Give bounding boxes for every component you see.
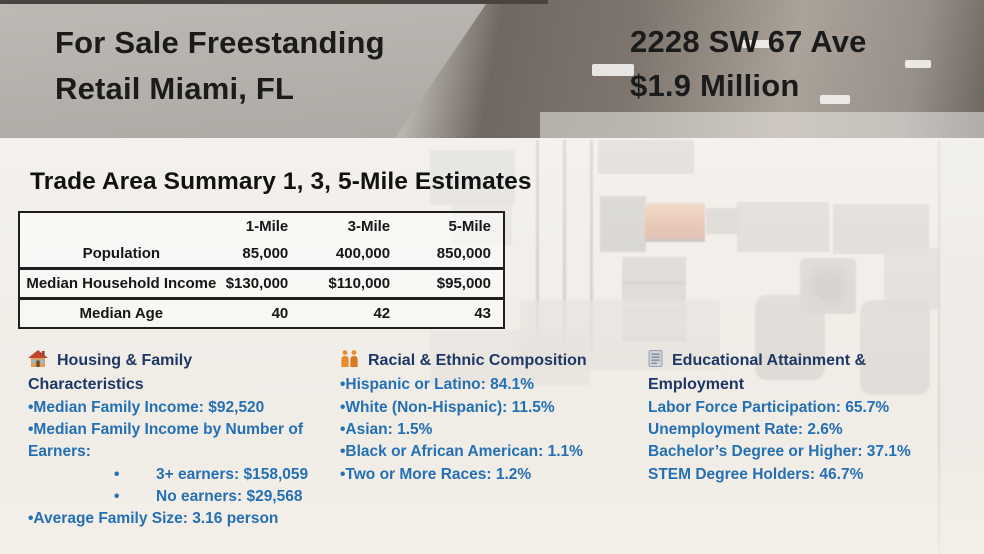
list-item: •Average Family Size: 3.16 person xyxy=(28,510,279,528)
list-item: •Hispanic or Latino: 84.1% xyxy=(340,376,535,394)
education-section: Educational Attainment & Employment Labo… xyxy=(648,350,944,486)
house-icon xyxy=(28,350,48,374)
table-cell: 400,000 xyxy=(300,240,403,269)
table-cell: Population xyxy=(19,240,223,269)
list-item: •Two or More Races: 1.2% xyxy=(340,465,532,483)
photo-shape xyxy=(0,0,548,4)
list-item: •Median Family Income: $92,520 xyxy=(28,398,265,416)
ceiling-light xyxy=(820,95,850,104)
table-header-cell xyxy=(19,212,223,240)
table-cell: $130,000 xyxy=(222,268,301,299)
listing-address: 2228 SW 67 Ave xyxy=(630,24,867,59)
ceiling-light xyxy=(742,40,770,48)
table-header-cell: 5-Mile xyxy=(402,212,504,240)
listing-price: $1.9 Million xyxy=(630,68,800,103)
list-item: STEM Degree Holders: 46.7% xyxy=(648,465,864,483)
listing-title-line2: Retail Miami, FL xyxy=(55,71,295,106)
racial-section-title: Racial & Ethnic Composition xyxy=(340,350,640,374)
list-item: •Median Family Income by Number of Earne… xyxy=(28,421,304,461)
people-icon xyxy=(340,350,359,374)
racial-section: Racial & Ethnic Composition •Hispanic or… xyxy=(340,350,640,486)
listing-title-line1: For Sale Freestanding xyxy=(55,25,385,60)
ceiling-light xyxy=(592,64,634,76)
housing-section: Housing & Family Characteristics •Median… xyxy=(28,350,334,531)
document-icon xyxy=(648,350,663,374)
table-cell: 40 xyxy=(222,298,301,328)
education-section-title-text: Educational Attainment & Employment xyxy=(648,352,867,394)
education-section-title: Educational Attainment & Employment xyxy=(648,350,918,397)
table-row: Median Household Income $130,000 $110,00… xyxy=(19,268,504,299)
list-item: 3+ earners: $158,059 xyxy=(28,464,334,486)
list-item: •White (Non-Hispanic): 11.5% xyxy=(340,398,555,416)
table-cell: 85,000 xyxy=(222,240,301,269)
table-header-cell: 3-Mile xyxy=(300,212,403,240)
table-cell: $95,000 xyxy=(402,268,504,299)
table-header-cell: 1-Mile xyxy=(222,212,301,240)
header-banner xyxy=(0,0,489,138)
racial-section-title-text: Racial & Ethnic Composition xyxy=(368,352,587,369)
listing-title: For Sale Freestanding Retail Miami, FL xyxy=(55,20,385,112)
list-item: No earners: $29,568 xyxy=(28,486,334,508)
table-header-row: 1-Mile 3-Mile 5-Mile xyxy=(19,212,504,240)
table-cell: 850,000 xyxy=(402,240,504,269)
ceiling-light xyxy=(905,60,931,68)
page-title: Trade Area Summary 1, 3, 5-Mile Estimate… xyxy=(30,168,532,195)
list-item: Unemployment Rate: 2.6% xyxy=(648,421,843,439)
list-item: Labor Force Participation: 65.7% xyxy=(648,398,890,416)
table-cell: Median Household Income xyxy=(19,268,223,299)
housing-section-title-text: Housing & Family Characteristics xyxy=(28,352,193,394)
table-row: Population 85,000 400,000 850,000 xyxy=(19,240,504,269)
housing-section-title: Housing & Family Characteristics xyxy=(28,350,288,397)
photo-shape xyxy=(540,112,984,138)
list-item: •Black or African American: 1.1% xyxy=(340,443,583,461)
table-row: Median Age 40 42 43 xyxy=(19,298,504,328)
listing-address-price: 2228 SW 67 Ave $1.9 Million xyxy=(630,20,867,108)
trade-area-table: 1-Mile 3-Mile 5-Mile Population 85,000 4… xyxy=(18,211,505,329)
list-item: Bachelor’s Degree or Higher: 37.1% xyxy=(648,443,911,461)
table-cell: $110,000 xyxy=(300,268,403,299)
table-cell: Median Age xyxy=(19,298,223,328)
list-item: •Asian: 1.5% xyxy=(340,421,433,438)
table-cell: 42 xyxy=(300,298,403,328)
table-cell: 43 xyxy=(402,298,504,328)
